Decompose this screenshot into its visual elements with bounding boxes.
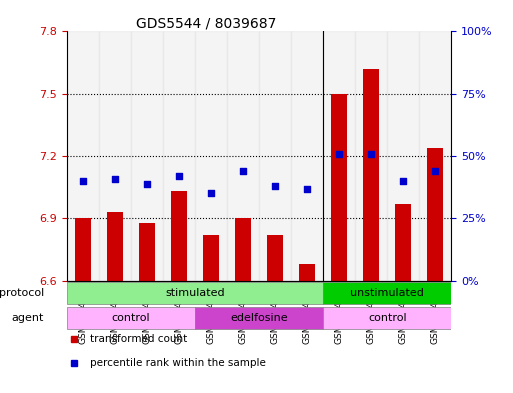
- Bar: [355, 31, 387, 281]
- Text: control: control: [368, 313, 407, 323]
- Point: [111, 175, 119, 182]
- Point: [303, 185, 311, 192]
- Bar: [203, 235, 219, 281]
- Bar: [267, 235, 283, 281]
- Point: [143, 180, 151, 187]
- Point: [399, 178, 407, 184]
- Point: [175, 173, 183, 179]
- FancyBboxPatch shape: [195, 307, 323, 329]
- Bar: [163, 31, 195, 281]
- Text: edelfosine: edelfosine: [230, 313, 288, 323]
- Bar: [75, 219, 91, 281]
- Point: [431, 168, 440, 174]
- Bar: [139, 222, 155, 281]
- Bar: [67, 31, 98, 281]
- Bar: [195, 31, 227, 281]
- Point: [239, 168, 247, 174]
- Bar: [227, 31, 259, 281]
- Point: [207, 190, 215, 196]
- FancyBboxPatch shape: [67, 307, 195, 329]
- Bar: [396, 204, 411, 281]
- Bar: [331, 94, 347, 281]
- Text: agent: agent: [12, 313, 44, 323]
- FancyBboxPatch shape: [323, 282, 451, 305]
- Bar: [387, 31, 420, 281]
- Bar: [235, 219, 251, 281]
- Point: [271, 183, 279, 189]
- Bar: [427, 148, 443, 281]
- Bar: [107, 212, 123, 281]
- FancyBboxPatch shape: [323, 307, 451, 329]
- Bar: [323, 31, 355, 281]
- Bar: [131, 31, 163, 281]
- Bar: [299, 264, 315, 281]
- Point: [367, 151, 376, 157]
- Text: transformed count: transformed count: [90, 334, 187, 344]
- Text: stimulated: stimulated: [165, 288, 225, 298]
- Text: protocol: protocol: [0, 288, 44, 298]
- Bar: [420, 31, 451, 281]
- Text: GDS5544 / 8039687: GDS5544 / 8039687: [136, 16, 277, 30]
- Text: percentile rank within the sample: percentile rank within the sample: [90, 358, 266, 368]
- Text: control: control: [111, 313, 150, 323]
- Bar: [98, 31, 131, 281]
- FancyBboxPatch shape: [67, 282, 323, 305]
- Bar: [171, 191, 187, 281]
- Text: unstimulated: unstimulated: [350, 288, 424, 298]
- Bar: [259, 31, 291, 281]
- Point: [335, 151, 343, 157]
- Bar: [291, 31, 323, 281]
- Bar: [363, 69, 379, 281]
- Point: [78, 178, 87, 184]
